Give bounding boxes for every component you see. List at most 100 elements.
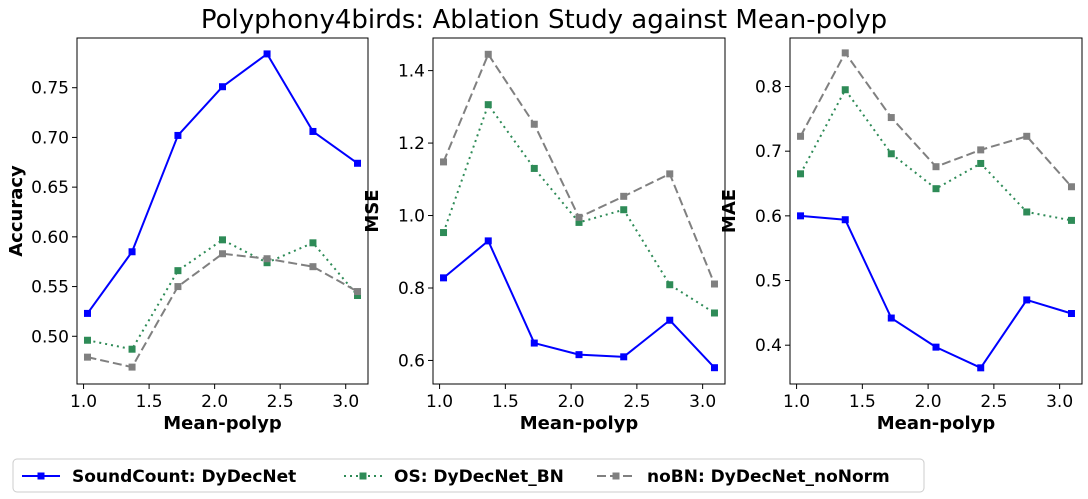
data-point bbox=[620, 206, 628, 214]
data-point bbox=[1023, 208, 1031, 216]
data-point bbox=[174, 267, 182, 275]
x-tick-label: 3.0 bbox=[689, 392, 716, 412]
legend-marker bbox=[612, 472, 620, 480]
series-line bbox=[442, 53, 716, 285]
y-tick-label: 0.55 bbox=[31, 278, 69, 298]
data-point bbox=[841, 216, 849, 224]
data-point bbox=[174, 283, 182, 291]
x-tick-label: 3.0 bbox=[1046, 392, 1073, 412]
y-axis-label: MSE bbox=[362, 189, 383, 232]
x-tick-label: 1.5 bbox=[136, 392, 163, 412]
y-tick-label: 0.6 bbox=[755, 207, 782, 227]
chart-panel-mse: 1.0 1.5 2.0 2.5 3.0 0.6 0.8 1.0 1.2 1.4 Mean-polyp… bbox=[362, 37, 726, 434]
y-axis-label: Accuracy bbox=[6, 165, 27, 257]
legend-marker bbox=[37, 472, 45, 480]
chart-panels: 1.0 1.5 2.0 2.5 3.0 0.50 0.55 0.60 0.65 0.70 0.75 M… bbox=[6, 37, 1083, 434]
data-point bbox=[484, 50, 492, 58]
data-point bbox=[666, 316, 674, 324]
x-tick-label: 3.0 bbox=[332, 392, 359, 412]
data-point bbox=[219, 250, 226, 258]
legend-label: OS: DyDecNet_BN bbox=[394, 467, 564, 487]
data-point bbox=[1067, 310, 1075, 318]
data-point bbox=[977, 146, 985, 154]
x-tick-label: 2.0 bbox=[915, 392, 942, 412]
data-point bbox=[887, 150, 895, 158]
data-point bbox=[83, 309, 91, 317]
data-point bbox=[620, 192, 628, 200]
plot-frame bbox=[432, 37, 726, 385]
x-tick-label: 1.0 bbox=[783, 392, 810, 412]
x-tick-label: 2.0 bbox=[558, 392, 585, 412]
legend-label: SoundCount: DyDecNet bbox=[72, 467, 296, 487]
data-point bbox=[932, 343, 940, 351]
y-tick-label: 0.8 bbox=[755, 78, 782, 98]
y-tick-label: 0.4 bbox=[755, 336, 782, 356]
x-tick-label: 2.5 bbox=[267, 392, 294, 412]
data-point bbox=[219, 236, 226, 244]
data-point bbox=[219, 83, 226, 91]
data-point bbox=[484, 101, 492, 109]
chart-panel-mae: 1.0 1.5 2.0 2.5 3.0 0.4 0.5 0.6 0.7 0.8 Mean-polyp… bbox=[719, 37, 1083, 434]
data-point bbox=[797, 212, 805, 220]
data-point bbox=[128, 363, 136, 371]
x-tick-label: 1.5 bbox=[849, 392, 876, 412]
x-axis-label: Mean-polyp bbox=[163, 413, 282, 434]
data-point bbox=[440, 158, 448, 166]
legend: SoundCount: DyDecNet OS: DyDecNet_BN noBN:… bbox=[12, 458, 925, 493]
data-point bbox=[354, 159, 362, 167]
x-tick-label: 2.0 bbox=[201, 392, 228, 412]
x-tick-label: 1.0 bbox=[426, 392, 453, 412]
data-point bbox=[575, 351, 583, 359]
figure-title: Polyphony4birds: Ablation Study against … bbox=[201, 5, 887, 35]
data-point bbox=[1067, 183, 1075, 191]
data-point bbox=[309, 263, 317, 271]
data-point bbox=[263, 259, 271, 267]
series-line bbox=[799, 88, 1072, 222]
y-tick-label: 1.2 bbox=[398, 134, 425, 154]
y-tick-label: 0.65 bbox=[31, 178, 69, 198]
data-point bbox=[309, 127, 317, 135]
data-point bbox=[83, 353, 91, 361]
data-point bbox=[977, 159, 985, 167]
data-point bbox=[977, 364, 985, 372]
data-point bbox=[575, 218, 583, 226]
data-point bbox=[797, 132, 805, 140]
data-point bbox=[1023, 132, 1031, 140]
y-tick-label: 0.7 bbox=[755, 142, 782, 162]
y-tick-label: 0.5 bbox=[755, 272, 782, 292]
y-tick-label: 1.0 bbox=[398, 207, 425, 227]
data-point bbox=[932, 185, 940, 193]
data-point bbox=[666, 281, 674, 289]
data-point bbox=[1067, 216, 1075, 224]
legend-marker bbox=[359, 472, 367, 480]
data-point bbox=[530, 164, 538, 172]
series-line bbox=[86, 52, 359, 314]
data-point bbox=[710, 364, 718, 372]
x-tick-label: 1.5 bbox=[492, 392, 519, 412]
data-point bbox=[440, 229, 448, 237]
x-axis-label: Mean-polyp bbox=[520, 413, 639, 434]
y-tick-label: 0.50 bbox=[31, 327, 69, 347]
series-line bbox=[442, 239, 716, 369]
data-point bbox=[354, 292, 362, 300]
x-tick-label: 2.5 bbox=[980, 392, 1007, 412]
x-tick-label: 2.5 bbox=[623, 392, 650, 412]
data-point bbox=[887, 314, 895, 322]
x-axis-label: Mean-polyp bbox=[877, 413, 996, 434]
data-point bbox=[530, 120, 538, 128]
y-tick-label: 1.4 bbox=[398, 62, 425, 82]
data-point bbox=[710, 280, 718, 288]
y-tick-label: 0.6 bbox=[398, 351, 425, 371]
chart-panel-accuracy: 1.0 1.5 2.0 2.5 3.0 0.50 0.55 0.60 0.65 0.70 0.75 M… bbox=[6, 37, 369, 434]
data-point bbox=[174, 131, 182, 139]
data-point bbox=[575, 213, 583, 221]
data-point bbox=[263, 50, 271, 58]
data-point bbox=[309, 239, 317, 247]
y-tick-label: 0.8 bbox=[398, 279, 425, 299]
data-point bbox=[440, 274, 448, 282]
data-point bbox=[530, 339, 538, 347]
data-point bbox=[83, 336, 91, 344]
plot-frame bbox=[76, 37, 369, 385]
data-point bbox=[841, 49, 849, 57]
